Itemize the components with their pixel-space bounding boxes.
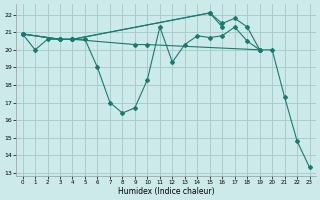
X-axis label: Humidex (Indice chaleur): Humidex (Indice chaleur)	[118, 187, 214, 196]
